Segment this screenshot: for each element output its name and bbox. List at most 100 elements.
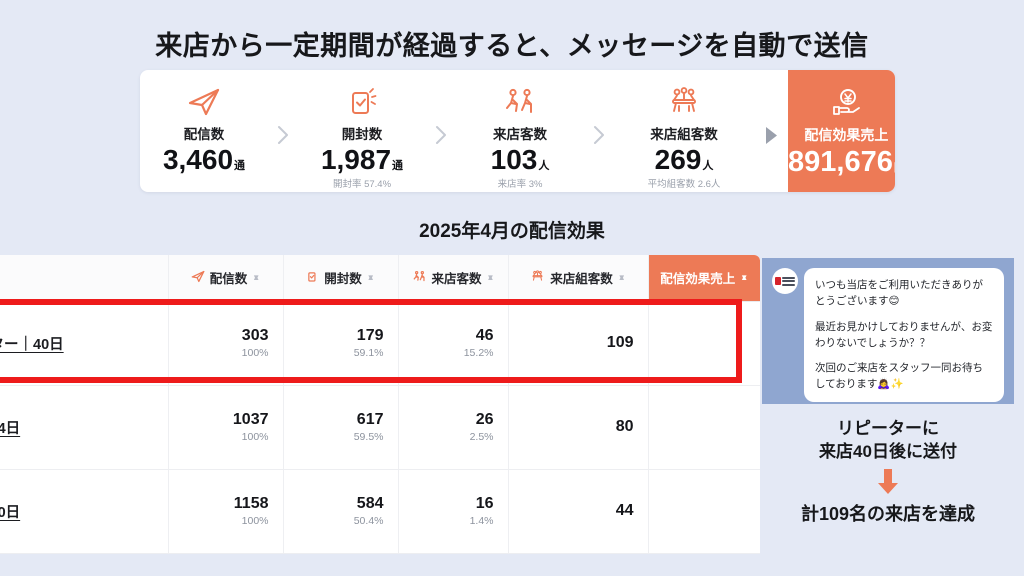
- cell-sales: ¥377,092: [648, 301, 760, 386]
- column-header-opens[interactable]: 開封数 ▲ ▼: [283, 255, 399, 302]
- column-header-sends[interactable]: 配信数 ▲ ▼: [168, 255, 284, 302]
- campaign-name-link[interactable]: 初回｜14日: [0, 420, 21, 437]
- down-arrow-icon: [877, 468, 899, 500]
- funnel-result-label: 配信効果売上: [804, 127, 889, 143]
- cell-rate: 15.2%: [463, 346, 494, 359]
- group-table-icon: [666, 84, 702, 120]
- column-header-label: 来店組客数: [550, 272, 613, 287]
- cell-opens: 617 59.5%: [283, 385, 399, 470]
- funnel-result-unit: 円: [894, 162, 895, 174]
- paper-plane-icon: [191, 270, 205, 286]
- cell-rate: 100%: [241, 346, 269, 359]
- chevron-right-icon: [426, 70, 456, 192]
- funnel-step-value: 1,987通: [321, 144, 403, 175]
- funnel-value-unit: 通: [392, 160, 404, 172]
- funnel-step-visitors[interactable]: 来店客数 103人 来店率 3%: [456, 70, 584, 192]
- cell-sales: ¥261,623: [648, 385, 760, 470]
- cell-value: 26: [475, 410, 494, 428]
- page-title: 来店から一定期間が経過すると、メッセージを自動で送信: [155, 31, 869, 61]
- cell-value: 44: [615, 502, 634, 519]
- funnel-value-number: 269: [654, 144, 702, 175]
- cell-name[interactable]: リピーター｜40日: [0, 301, 169, 386]
- table-row[interactable]: 初回｜40日 1158 100% 584 50.4% 16 1.4% 44 ¥1…: [0, 469, 760, 554]
- callout-top-line-2: 来店40日後に送付: [819, 441, 957, 461]
- cell-rate: 100%: [241, 430, 269, 443]
- chat-paragraph: 次回のご来店をスタッフ一同お待ちしております🙇‍♀️✨: [815, 362, 983, 391]
- funnel-value-unit: 人: [538, 160, 550, 172]
- cell-sends: 1158 100%: [168, 469, 284, 554]
- cell-visitors: 16 1.4%: [398, 469, 509, 554]
- cell-sends: 303 100%: [168, 301, 284, 386]
- cell-value: 16: [475, 494, 494, 512]
- chat-bubble: いつも当店をご利用いただきありがとうございます😊 最近お見かけしておりませんが、…: [804, 268, 1004, 402]
- cell-value: 80: [615, 418, 634, 435]
- report-table-container: 配信名 配信数 ▲▼: [0, 255, 760, 554]
- chat-paragraph: いつも当店をご利用いただきありがとうございます😊: [815, 279, 983, 308]
- funnel-step-label: 来店客数: [493, 127, 547, 142]
- cell-name[interactable]: 初回｜14日: [0, 385, 169, 470]
- chat-message-row: いつも当店をご利用いただきありがとうございます😊 最近お見かけしておりませんが、…: [762, 258, 1014, 402]
- table-header-row: 配信名 配信数 ▲▼: [0, 255, 760, 302]
- cell-groups: 44: [508, 469, 649, 554]
- cell-rate: 59.5%: [353, 430, 384, 443]
- funnel-step-label: 開封数: [341, 127, 383, 142]
- campaign-name-link[interactable]: リピーター｜40日: [0, 336, 64, 353]
- callout-annotation: リピーターに 来店40日後に送付 計109名の来店を達成: [762, 418, 1014, 526]
- chat-paragraph: 最近お見かけしておりませんが、お変わりないでしょうか？？: [815, 320, 993, 349]
- funnel-result-sales[interactable]: 配信効果売上 891,676円: [788, 70, 895, 192]
- column-header-name[interactable]: 配信名: [0, 255, 169, 302]
- cell-opens: 179 59.1%: [283, 301, 399, 386]
- funnel-step-value: 103人: [491, 144, 550, 175]
- funnel-value-number: 103: [490, 144, 538, 175]
- funnel-step-value: 269人: [655, 144, 714, 175]
- funnel-value-number: 1,987: [320, 144, 392, 175]
- chat-preview-panel: いつも当店をご利用いただきありがとうございます😊 最近お見かけしておりませんが、…: [762, 258, 1014, 404]
- cell-rate: 1.4%: [469, 514, 494, 527]
- funnel-result-value: 891,676円: [788, 146, 895, 178]
- cell-value: 179: [356, 326, 384, 344]
- paper-plane-icon: [187, 84, 221, 120]
- campaign-name-link[interactable]: 初回｜40日: [0, 504, 21, 521]
- chevron-right-icon: [584, 70, 614, 192]
- callout-bottom-line: 計109名の来店を達成: [800, 503, 976, 524]
- funnel-value-number: 3,460: [162, 144, 234, 175]
- table-row[interactable]: 初回｜14日 1037 100% 617 59.5% 26 2.5% 80 ¥2…: [0, 385, 760, 470]
- cell-groups: 80: [508, 385, 649, 470]
- shop-logo-mark: [775, 276, 795, 286]
- column-header-visitors[interactable]: 来店客数 ▲ ▼: [398, 255, 509, 302]
- cell-value: 1037: [232, 410, 269, 428]
- cell-value: 46: [475, 326, 494, 344]
- cell-rate: 100%: [241, 514, 269, 527]
- column-header-label: 配信効果売上: [660, 272, 736, 287]
- walking-people-icon: [412, 270, 427, 286]
- open-message-icon: [306, 270, 319, 286]
- cell-rate: 2.5%: [469, 430, 494, 443]
- cell-rate: 59.1%: [353, 346, 384, 359]
- cell-sends: 1037 100%: [168, 385, 284, 470]
- column-header-sales[interactable]: 配信効果売上 ▲ ▼: [648, 255, 760, 302]
- triangle-right-icon: [754, 70, 788, 192]
- funnel-step-sub: 開封率 57.4%: [332, 179, 392, 191]
- cell-visitors: 26 2.5%: [398, 385, 509, 470]
- funnel-step-sub: 平均組客数 2.6人: [647, 179, 721, 191]
- funnel-step-sub: 来店率 3%: [497, 179, 543, 191]
- funnel-step-sends[interactable]: 配信数 3,460通: [140, 70, 268, 192]
- funnel-summary-card: 配信数 3,460通 開封数 1,987通 開封率 57.4%: [140, 70, 895, 192]
- cell-value: 617: [356, 410, 384, 428]
- funnel-value-unit: 人: [702, 160, 714, 172]
- shop-logo-avatar: [772, 268, 798, 294]
- funnel-value-unit: 通: [234, 160, 246, 172]
- cell-value: 303: [241, 326, 269, 344]
- walking-people-icon: [503, 84, 537, 120]
- funnel-step-groups[interactable]: 来店組客数 269人 平均組客数 2.6人: [614, 70, 754, 192]
- hand-yen-icon: [829, 86, 863, 122]
- cell-name[interactable]: 初回｜40日: [0, 469, 169, 554]
- cell-opens: 584 50.4%: [283, 469, 399, 554]
- table-row[interactable]: リピーター｜40日 303 100% 179 59.1% 46 15.2% 10…: [0, 301, 760, 386]
- column-header-label: 配信数: [209, 272, 248, 287]
- funnel-step-opens[interactable]: 開封数 1,987通 開封率 57.4%: [298, 70, 426, 192]
- funnel-step-value: 3,460通: [163, 144, 245, 175]
- cell-value: 109: [606, 334, 634, 351]
- column-header-label: 開封数: [324, 272, 362, 287]
- column-header-groups[interactable]: 来店組客数 ▲ ▼: [508, 255, 649, 302]
